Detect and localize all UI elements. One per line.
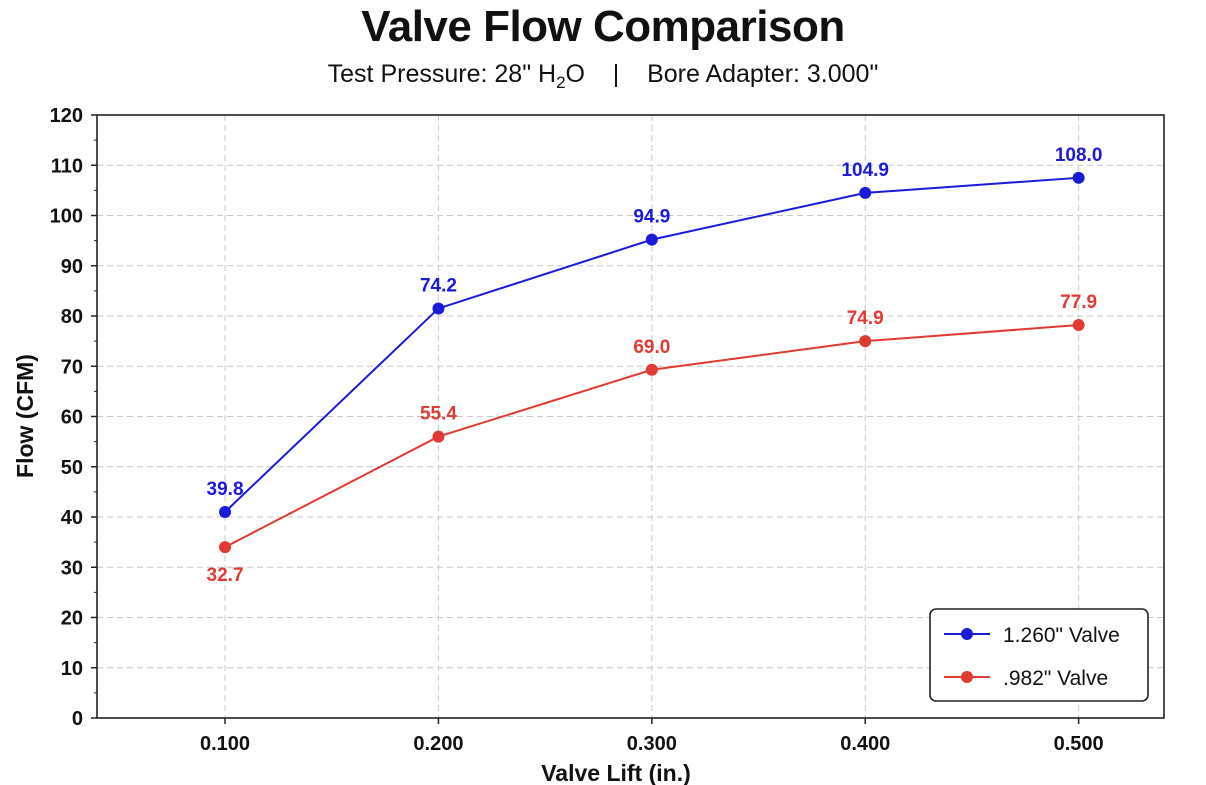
data-label: 77.9: [1060, 292, 1097, 313]
x-tick-label: 0.500: [1054, 733, 1104, 755]
data-point: [432, 430, 445, 443]
y-tick-label: 20: [61, 608, 83, 630]
data-point: [1072, 171, 1085, 184]
y-tick-label: 10: [61, 658, 83, 680]
y-tick-label: 100: [50, 206, 83, 228]
y-axis-label: Flow (CFM): [12, 354, 38, 478]
data-point: [645, 233, 658, 246]
y-tick-label: 50: [61, 457, 83, 479]
y-tick-label: 0: [72, 708, 83, 730]
data-label: 39.8: [207, 479, 244, 500]
data-point: [1072, 319, 1085, 332]
gridlines: [97, 115, 1164, 718]
data-point: [859, 186, 872, 199]
legend-label: 1.260" Valve: [1003, 624, 1120, 647]
data-point: [432, 302, 445, 315]
x-tick-label: 0.200: [413, 733, 463, 755]
chart-subtitle: Test Pressure: 28" H2O | Bore Adapter: 3…: [0, 60, 1206, 93]
data-label: 32.7: [207, 565, 244, 586]
y-tick-label: 80: [61, 306, 83, 328]
data-point: [219, 505, 232, 518]
y-tick-label: 110: [51, 155, 83, 177]
subtitle-pressure: Test Pressure: 28" H: [327, 60, 557, 88]
y-tick-label: 40: [61, 507, 83, 529]
y-tick-label: 90: [61, 256, 83, 278]
x-tick-label: 0.300: [627, 733, 677, 755]
x-axis: 0.100 0.200 0.300 0.400 0.500: [200, 718, 1104, 755]
y-tick-label: 120: [50, 105, 83, 127]
data-point: [219, 541, 232, 554]
legend-label: .982" Valve: [1003, 667, 1108, 690]
legend-marker: [961, 671, 973, 683]
legend: 1.260" Valve .982" Valve: [929, 608, 1149, 702]
data-label: 69.0: [633, 337, 670, 358]
y-tick-label: 60: [61, 407, 83, 429]
subtitle-bore: Bore Adapter: 3.000": [647, 60, 879, 88]
subtitle-separator: |: [612, 60, 620, 88]
data-label: 94.9: [633, 207, 670, 228]
x-axis-label: Valve Lift (in.): [541, 760, 691, 785]
data-point: [859, 335, 872, 348]
data-label: 108.0: [1055, 145, 1103, 166]
subtitle-subscript: 2: [556, 73, 566, 92]
series-group: 39.8 74.2 94.9 104.9 108.0 32.7 55.4 69.0 74.9 77…: [207, 145, 1103, 586]
series-1: 39.8 74.2 94.9 104.9 108.0: [207, 145, 1103, 518]
data-label: 104.9: [841, 160, 889, 181]
data-label: 74.2: [420, 275, 457, 296]
subtitle-pressure-unit: O: [565, 60, 585, 88]
data-label: 55.4: [420, 404, 457, 425]
series-2: 32.7 55.4 69.0 74.9 77.9: [207, 292, 1098, 586]
chart-title: Valve Flow Comparison: [361, 2, 845, 51]
legend-marker: [961, 628, 973, 640]
y-tick-label: 70: [61, 356, 83, 378]
data-label: 74.9: [847, 308, 884, 329]
y-axis: 0 10 20 30 40 50 60 70 80 90 100 110 120: [50, 105, 97, 730]
y-tick-label: 30: [61, 557, 83, 579]
x-tick-label: 0.400: [840, 733, 890, 755]
data-point: [645, 363, 658, 376]
x-tick-label: 0.100: [200, 733, 250, 755]
